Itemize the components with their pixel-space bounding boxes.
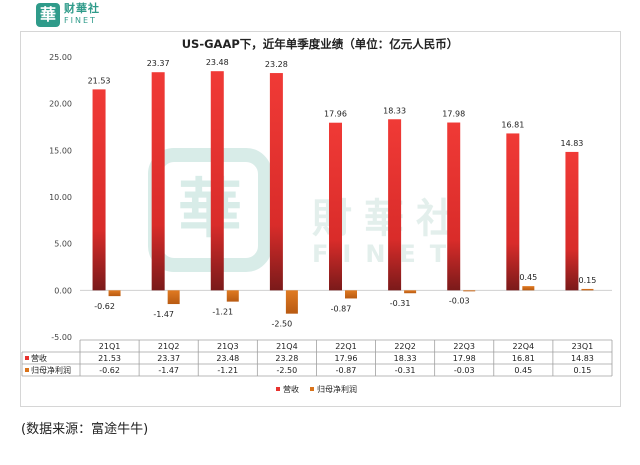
profit-bar	[108, 290, 121, 297]
revenue-bar	[506, 133, 520, 291]
table-cell: 23.37	[157, 354, 180, 363]
finet-logo-mark: 華	[36, 3, 60, 27]
x-category-label: 22Q4	[513, 342, 535, 351]
finet-logo: 華 财華社 FINET	[36, 3, 106, 29]
table-cell: -0.31	[395, 366, 416, 375]
revenue-value-label: 17.96	[324, 110, 347, 119]
table-cell: -0.87	[336, 366, 357, 375]
revenue-bar	[151, 72, 165, 291]
table-series-swatch	[25, 368, 29, 372]
table-cell: 16.81	[512, 354, 535, 363]
table-series-label: 归母净利润	[31, 365, 71, 375]
revenue-value-label: 23.28	[265, 60, 288, 69]
table-cell: -0.62	[99, 366, 120, 375]
x-category-label: 21Q1	[99, 342, 121, 351]
profit-value-label: -1.47	[153, 310, 174, 319]
x-category-label: 21Q2	[158, 342, 180, 351]
profit-bar	[522, 286, 535, 291]
profit-bar	[404, 290, 417, 294]
table-cell: -0.03	[454, 366, 475, 375]
revenue-bar	[210, 71, 224, 291]
legend-label-profit: 归母净利润	[317, 384, 357, 394]
profit-value-label: -0.62	[94, 302, 115, 311]
table-cell: 0.45	[514, 366, 532, 375]
profit-bar	[345, 290, 357, 299]
x-category-label: 22Q2	[394, 342, 416, 351]
revenue-bar	[269, 73, 283, 291]
profit-value-label: -0.31	[390, 299, 411, 308]
table-cell: -1.47	[158, 366, 179, 375]
profit-value-label: -2.50	[272, 320, 293, 329]
table-cell: -1.21	[217, 366, 238, 375]
profit-bar	[463, 290, 476, 292]
table-cell: 0.15	[574, 366, 592, 375]
source-note: (数据来源：富途牛牛)	[21, 422, 149, 437]
revenue-value-label: 23.37	[147, 59, 170, 68]
table-cell: 18.33	[394, 354, 417, 363]
y-tick-label: 10.00	[49, 193, 72, 202]
revenue-value-label: 16.81	[501, 120, 524, 129]
profit-value-label: -0.03	[449, 297, 470, 306]
x-category-label: 21Q4	[276, 342, 298, 351]
legend-swatch-profit	[310, 387, 314, 391]
finet-logo-name: 财華社	[64, 2, 100, 15]
revenue-value-label: 17.98	[442, 110, 465, 119]
y-tick-label: 25.00	[49, 53, 72, 62]
revenue-value-label: 18.33	[383, 106, 406, 115]
table-cell: -2.50	[277, 366, 298, 375]
profit-value-label: 0.45	[519, 273, 537, 282]
revenue-value-label: 21.53	[88, 76, 111, 85]
chart-title: US-GAAP下，近年单季度业绩（单位：亿元人民币）	[181, 37, 459, 51]
y-tick-label: 15.00	[49, 146, 72, 155]
revenue-bar	[329, 122, 342, 291]
legend-swatch-revenue	[276, 387, 280, 391]
table-cell: 23.48	[216, 354, 239, 363]
y-tick-label: -5.00	[51, 333, 72, 342]
x-category-label: 22Q1	[335, 342, 357, 351]
table-cell: 14.83	[571, 354, 594, 363]
profit-value-label: -0.87	[331, 304, 352, 313]
table-cell: 21.53	[98, 354, 121, 363]
profit-value-label: 0.15	[579, 276, 597, 285]
table-series-swatch	[25, 356, 29, 360]
profit-bar	[581, 288, 594, 291]
x-category-label: 23Q1	[572, 342, 594, 351]
y-tick-label: 5.00	[54, 240, 72, 249]
chart-frame	[20, 31, 621, 407]
finet-logo-sub: FINET	[64, 16, 97, 25]
table-series-label: 营收	[31, 353, 47, 363]
table-cell: 23.28	[275, 354, 298, 363]
profit-bar	[285, 290, 298, 314]
profit-bar	[167, 290, 180, 305]
revenue-bar	[92, 89, 106, 291]
y-tick-label: 0.00	[54, 286, 72, 295]
profit-bar	[226, 290, 239, 302]
table-cell: 17.96	[335, 354, 358, 363]
x-category-label: 21Q3	[217, 342, 239, 351]
revenue-bar	[565, 151, 579, 291]
revenue-bar	[447, 122, 461, 291]
y-tick-label: 20.00	[49, 100, 72, 109]
revenue-value-label: 14.83	[560, 139, 583, 148]
revenue-value-label: 23.48	[206, 58, 229, 67]
revenue-bar	[388, 119, 402, 291]
legend-label-revenue: 营收	[283, 384, 299, 394]
x-category-label: 22Q3	[453, 342, 475, 351]
table-cell: 17.98	[453, 354, 476, 363]
profit-value-label: -1.21	[212, 308, 233, 317]
